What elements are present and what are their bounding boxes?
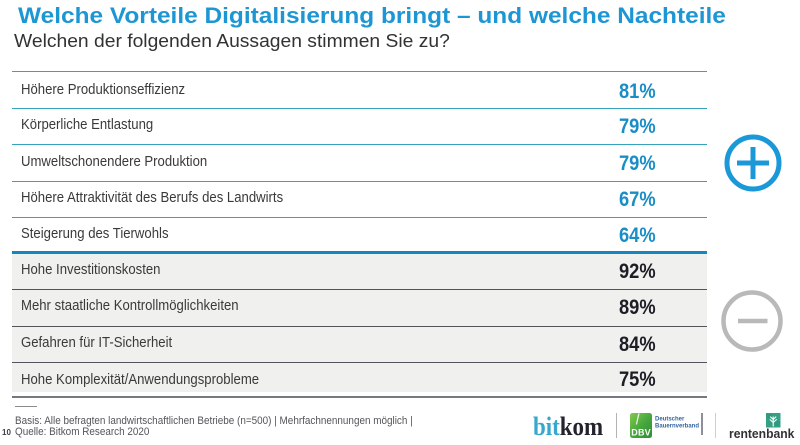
svg-text:DBV: DBV	[631, 428, 651, 438]
